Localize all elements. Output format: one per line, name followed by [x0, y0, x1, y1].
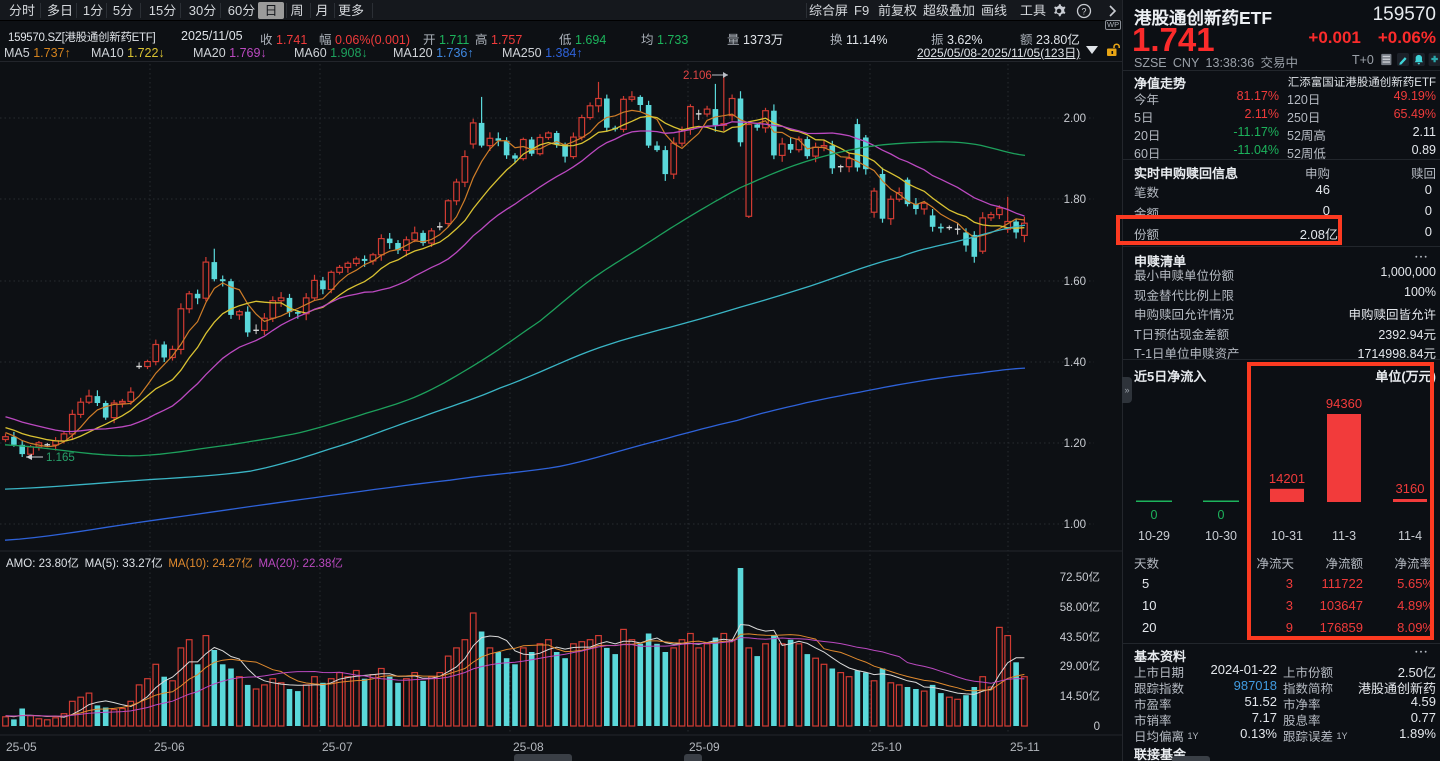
svg-text:25-10: 25-10 [871, 740, 902, 754]
svg-text:11-3: 11-3 [1332, 529, 1356, 543]
svg-text:14201: 14201 [1269, 471, 1305, 486]
svg-text:2.106: 2.106 [683, 70, 712, 82]
svg-text:0: 0 [1094, 721, 1100, 733]
svg-text:25-11: 25-11 [1010, 740, 1040, 754]
svg-text:?: ? [1081, 7, 1086, 17]
svg-text:25-06: 25-06 [154, 740, 185, 754]
svg-text:10-29: 10-29 [1138, 529, 1170, 543]
svg-text:1.40: 1.40 [1064, 357, 1086, 369]
svg-text:3160: 3160 [1396, 481, 1425, 496]
svg-text:43.50亿: 43.50亿 [1060, 631, 1100, 644]
svg-text:1.20: 1.20 [1064, 438, 1086, 450]
svg-text:29.00亿: 29.00亿 [1060, 660, 1100, 673]
svg-text:1.165: 1.165 [46, 452, 75, 464]
svg-text:10-31: 10-31 [1271, 529, 1303, 543]
svg-text:58.00亿: 58.00亿 [1060, 601, 1100, 614]
svg-text:0: 0 [1218, 508, 1225, 522]
svg-text:1.00: 1.00 [1064, 519, 1086, 531]
svg-text:25-07: 25-07 [322, 740, 353, 754]
svg-text:1.80: 1.80 [1064, 194, 1086, 206]
svg-text:14.50亿: 14.50亿 [1060, 690, 1100, 703]
svg-text:2.00: 2.00 [1064, 113, 1086, 125]
svg-text:0: 0 [1151, 508, 1158, 522]
svg-text:25-09: 25-09 [689, 740, 720, 754]
svg-text:11-4: 11-4 [1398, 529, 1422, 543]
svg-text:1.60: 1.60 [1064, 276, 1086, 288]
svg-text:94360: 94360 [1326, 396, 1362, 411]
svg-text:10-30: 10-30 [1205, 529, 1237, 543]
svg-text:25-05: 25-05 [6, 740, 37, 754]
svg-text:25-08: 25-08 [513, 740, 544, 754]
svg-text:72.50亿: 72.50亿 [1060, 571, 1100, 584]
